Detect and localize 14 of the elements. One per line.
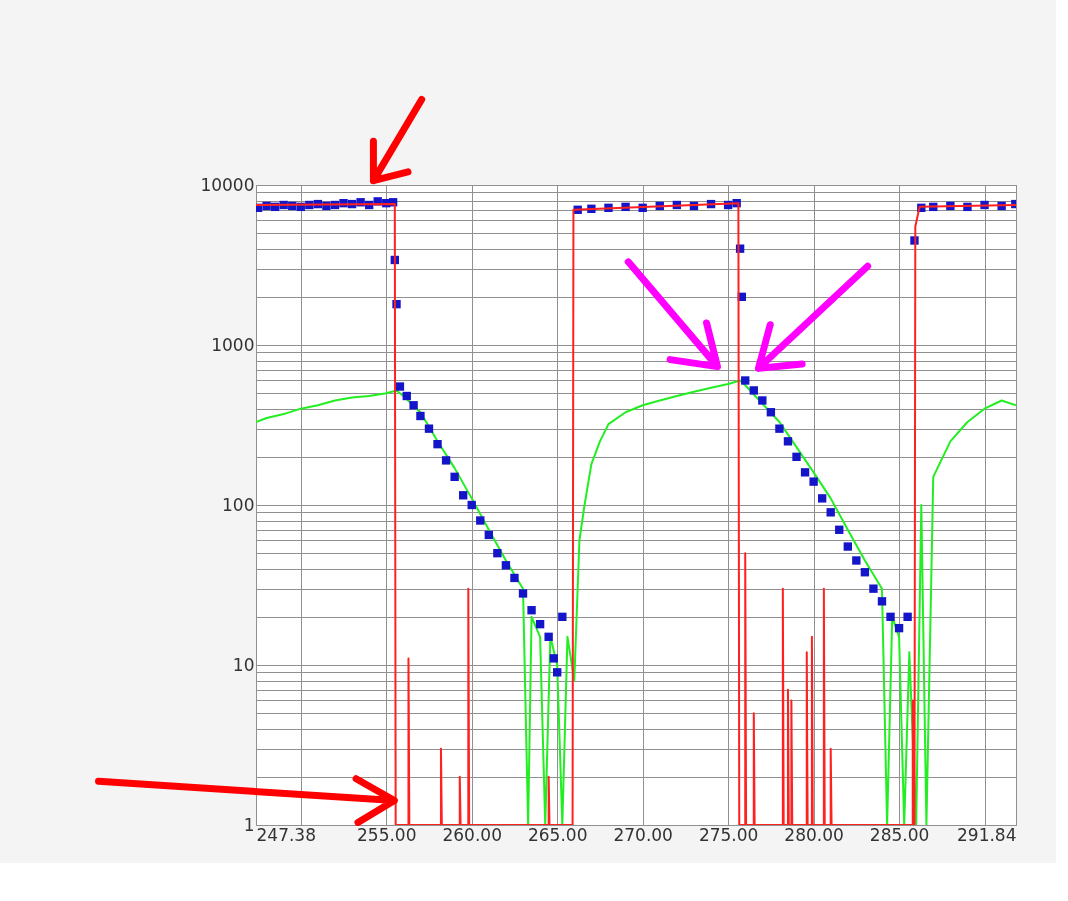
x-tick-label: 275.00 [698,824,759,845]
y-tick-label: 1000 [211,334,255,355]
x-tick-label: 280.00 [784,824,844,845]
y-tick-label: 10 [232,654,255,675]
y-tick-label: 10000 [200,174,255,195]
x-tick-label: 255.00 [357,824,417,845]
x-tick-label: 291.84 [957,824,1017,845]
x-tick-label: 270.00 [613,824,673,845]
x-tick-label: 247.38 [256,824,316,845]
x-tick-label: 265.00 [527,824,588,845]
x-tick-label: 285.00 [869,824,930,845]
y-tick-label: 100 [222,494,255,515]
x-tick-label: 260.00 [442,824,502,845]
y-tick-label: 1 [243,814,255,835]
